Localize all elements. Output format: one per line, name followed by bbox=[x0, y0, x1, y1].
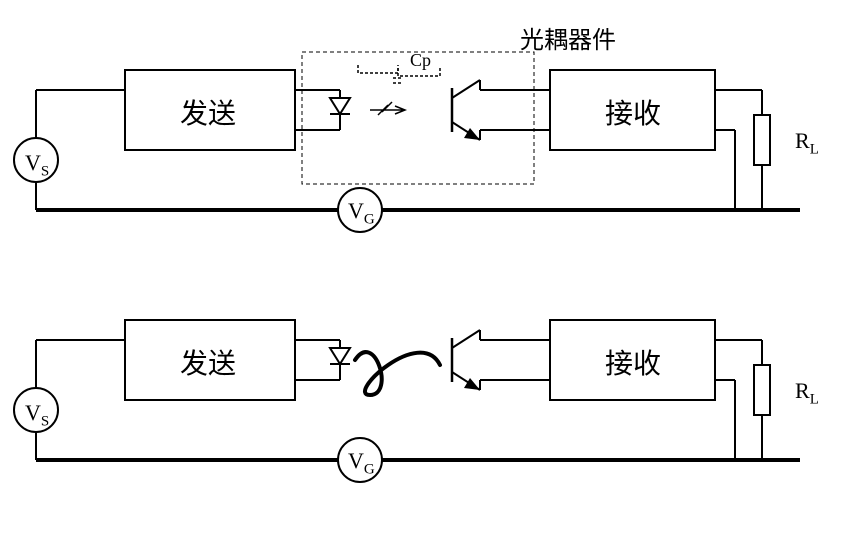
cp-label: Cp bbox=[410, 50, 431, 71]
send-label-top: 发送 bbox=[180, 92, 236, 132]
circuit-svg bbox=[0, 0, 857, 536]
light-arrow-top bbox=[370, 102, 405, 115]
led-icon-top bbox=[330, 98, 350, 114]
diagram-container: 光耦器件 Cp VS 发送 接收 VG RL VS 发送 接收 VG RL bbox=[0, 0, 857, 536]
rl-label-bottom: RL bbox=[795, 378, 819, 408]
optocoupler-boundary bbox=[302, 52, 534, 184]
vs-label-bottom: VS bbox=[25, 400, 49, 430]
recv-label-bottom: 接收 bbox=[605, 342, 661, 382]
fiber-squiggle bbox=[355, 352, 440, 395]
title-optocoupler: 光耦器件 bbox=[520, 20, 616, 55]
vs-label-top: VS bbox=[25, 150, 49, 180]
recv-label-top: 接收 bbox=[605, 92, 661, 132]
led-icon-bottom bbox=[330, 348, 350, 364]
circuit-bottom bbox=[14, 320, 800, 482]
vg-label-bottom: VG bbox=[348, 448, 375, 478]
rl-label-top: RL bbox=[795, 128, 819, 158]
vg-label-top: VG bbox=[348, 198, 375, 228]
circuit-top bbox=[14, 52, 800, 232]
rl-resistor-bottom bbox=[754, 365, 770, 415]
send-label-bottom: 发送 bbox=[180, 342, 236, 382]
rl-resistor-top bbox=[754, 115, 770, 165]
